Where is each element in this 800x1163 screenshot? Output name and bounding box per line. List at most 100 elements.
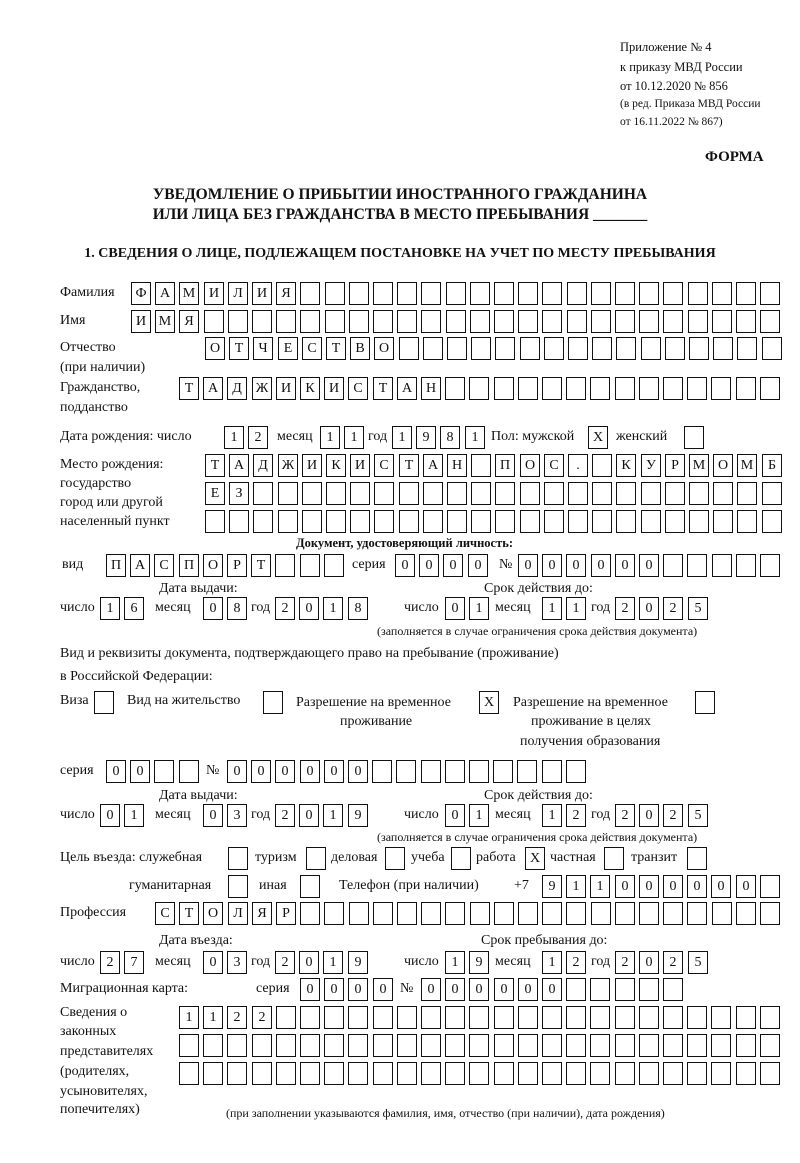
char-cell[interactable] <box>590 377 610 400</box>
char-cell[interactable] <box>544 510 564 533</box>
char-cell[interactable]: 9 <box>469 951 489 974</box>
char-cell[interactable] <box>591 282 611 305</box>
checkbox-cell[interactable] <box>451 847 471 870</box>
char-cell[interactable] <box>421 1034 441 1057</box>
char-cell[interactable] <box>518 1062 538 1085</box>
char-cell[interactable] <box>397 902 417 925</box>
char-cell[interactable] <box>712 282 732 305</box>
char-cell[interactable] <box>712 310 732 333</box>
char-cell[interactable] <box>737 337 757 360</box>
char-cell[interactable] <box>324 1034 344 1057</box>
char-cell[interactable]: 0 <box>300 978 320 1001</box>
char-cell[interactable] <box>399 482 419 505</box>
purpose-humanitarian-checkbox[interactable] <box>228 875 252 898</box>
char-cell[interactable]: И <box>276 377 296 400</box>
reps-cells[interactable] <box>179 1062 784 1085</box>
char-cell[interactable] <box>204 310 224 333</box>
char-cell[interactable] <box>615 1062 635 1085</box>
char-cell[interactable]: И <box>302 454 322 477</box>
char-cell[interactable] <box>324 554 344 577</box>
char-cell[interactable]: К <box>300 377 320 400</box>
char-cell[interactable]: 0 <box>494 978 514 1001</box>
char-cell[interactable]: 5 <box>688 951 708 974</box>
char-cell[interactable] <box>517 760 537 783</box>
char-cell[interactable] <box>663 978 683 1001</box>
checkbox-cell[interactable] <box>687 847 707 870</box>
char-cell[interactable] <box>688 282 708 305</box>
checkbox-cell[interactable] <box>604 847 624 870</box>
char-cell[interactable] <box>737 510 757 533</box>
char-cell[interactable]: Т <box>179 902 199 925</box>
char-cell[interactable]: Б <box>762 454 782 477</box>
char-cell[interactable] <box>374 482 394 505</box>
char-cell[interactable] <box>495 482 515 505</box>
char-cell[interactable]: 0 <box>324 978 344 1001</box>
char-cell[interactable] <box>445 902 465 925</box>
char-cell[interactable]: 0 <box>203 804 223 827</box>
char-cell[interactable] <box>711 1062 731 1085</box>
char-cell[interactable]: 8 <box>227 597 247 620</box>
char-cell[interactable] <box>736 1062 756 1085</box>
char-cell[interactable] <box>639 377 659 400</box>
char-cell[interactable]: И <box>204 282 224 305</box>
char-cell[interactable]: 0 <box>251 760 271 783</box>
char-cell[interactable] <box>423 510 443 533</box>
char-cell[interactable]: Я <box>252 902 272 925</box>
char-cell[interactable] <box>399 510 419 533</box>
char-cell[interactable] <box>348 1062 368 1085</box>
char-cell[interactable] <box>641 337 661 360</box>
char-cell[interactable] <box>687 377 707 400</box>
char-cell[interactable] <box>518 1034 538 1057</box>
char-cell[interactable]: А <box>155 282 175 305</box>
char-cell[interactable] <box>689 482 709 505</box>
checkbox-cell[interactable] <box>684 426 704 449</box>
char-cell[interactable] <box>665 510 685 533</box>
char-cell[interactable]: Ф <box>131 282 151 305</box>
char-cell[interactable]: О <box>205 337 225 360</box>
char-cell[interactable] <box>397 282 417 305</box>
char-cell[interactable]: А <box>130 554 150 577</box>
char-cell[interactable] <box>520 510 540 533</box>
char-cell[interactable]: Д <box>227 377 247 400</box>
char-cell[interactable] <box>663 310 683 333</box>
char-cell[interactable]: 0 <box>518 554 538 577</box>
char-cell[interactable] <box>762 482 782 505</box>
char-cell[interactable] <box>641 482 661 505</box>
char-cell[interactable] <box>229 510 249 533</box>
char-cell[interactable] <box>592 482 612 505</box>
char-cell[interactable]: 0 <box>443 554 463 577</box>
char-cell[interactable] <box>542 282 562 305</box>
char-cell[interactable] <box>736 1006 756 1029</box>
char-cell[interactable]: Р <box>227 554 247 577</box>
char-cell[interactable]: 1 <box>179 1006 199 1029</box>
checkbox-cell[interactable] <box>263 691 283 714</box>
char-cell[interactable] <box>300 1034 320 1057</box>
char-cell[interactable] <box>592 454 612 477</box>
checkbox-cell[interactable] <box>385 847 405 870</box>
char-cell[interactable] <box>737 482 757 505</box>
char-cell[interactable] <box>374 510 394 533</box>
char-cell[interactable] <box>566 1034 586 1057</box>
char-cell[interactable] <box>760 554 780 577</box>
char-cell[interactable]: 0 <box>106 760 126 783</box>
char-cell[interactable] <box>470 902 490 925</box>
char-cell[interactable] <box>445 1034 465 1057</box>
char-cell[interactable]: 1 <box>320 426 340 449</box>
char-cell[interactable]: 0 <box>324 760 344 783</box>
char-cell[interactable]: 1 <box>469 804 489 827</box>
char-cell[interactable] <box>639 902 659 925</box>
char-cell[interactable]: С <box>374 454 394 477</box>
char-cell[interactable] <box>663 902 683 925</box>
char-cell[interactable] <box>326 482 346 505</box>
purpose-transit-checkbox[interactable] <box>687 847 711 870</box>
char-cell[interactable] <box>373 902 393 925</box>
temp-residence-checkbox[interactable]: X <box>479 691 503 714</box>
char-cell[interactable] <box>542 902 562 925</box>
char-cell[interactable]: 2 <box>663 804 683 827</box>
